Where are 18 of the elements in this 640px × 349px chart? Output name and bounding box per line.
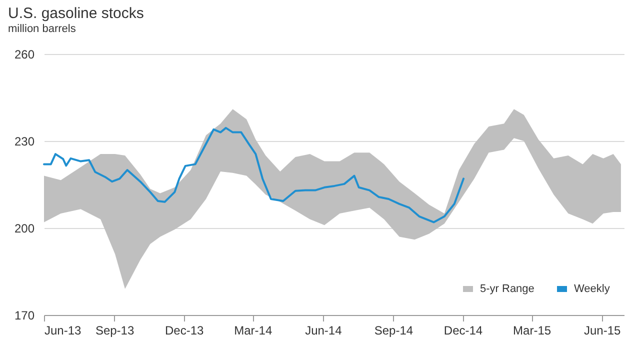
x-tick-label: Jun-15 [584, 324, 622, 338]
x-tick-label: Jun-14 [305, 324, 342, 338]
y-tick-label: 170 [14, 308, 35, 322]
y-tick-label: 260 [14, 48, 35, 62]
x-tick-label: Jun-13 [44, 324, 82, 338]
y-tick-label: 200 [14, 222, 35, 236]
legend-label: 5-yr Range [480, 283, 534, 295]
x-tick-label: Dec-13 [165, 324, 204, 338]
x-tick-label: Sep-14 [374, 324, 414, 338]
legend-label: Weekly [574, 283, 610, 295]
chart-subtitle: million barrels [8, 23, 76, 35]
x-tick-label: Mar-14 [234, 324, 272, 338]
x-tick-label: Sep-13 [95, 324, 134, 338]
line-series [43, 126, 465, 224]
chart-title: U.S. gasoline stocks [8, 5, 144, 22]
x-tick-label: Mar-15 [513, 324, 552, 338]
x-tick-label: Dec-14 [444, 324, 483, 338]
y-tick-label: 230 [14, 134, 35, 148]
